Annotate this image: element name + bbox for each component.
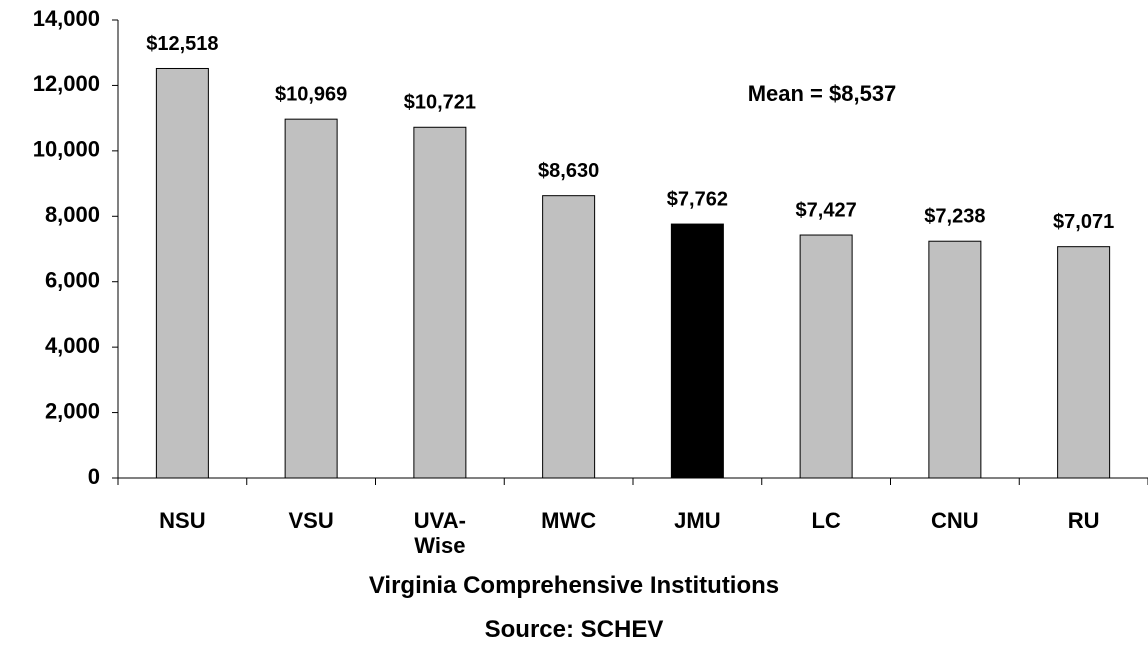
x-tick-label: VSU bbox=[288, 508, 334, 533]
data-label: $12,518 bbox=[146, 33, 218, 55]
bar bbox=[928, 240, 982, 479]
data-label: $7,071 bbox=[1053, 211, 1114, 233]
bar bbox=[799, 234, 853, 479]
y-tick-label: 0 bbox=[88, 464, 100, 489]
x-tick-label: UVA-Wise bbox=[413, 508, 466, 558]
y-tick-label: 14,000 bbox=[33, 6, 100, 31]
data-label: $7,762 bbox=[667, 188, 728, 210]
x-tick-label: NSU bbox=[159, 508, 206, 533]
bar bbox=[284, 118, 338, 479]
x-tick-label: CNU bbox=[931, 508, 979, 533]
data-label: $10,721 bbox=[404, 92, 476, 114]
bar bbox=[670, 223, 724, 479]
y-tick-label: 6,000 bbox=[45, 268, 100, 293]
bar bbox=[413, 126, 467, 479]
data-label: $8,630 bbox=[538, 160, 599, 182]
x-tick-label: RU bbox=[1067, 508, 1100, 533]
x-tick-label: LC bbox=[811, 508, 841, 533]
x-tick-label: JMU bbox=[674, 508, 721, 533]
y-tick-label: 2,000 bbox=[45, 398, 100, 423]
bar bbox=[542, 195, 596, 479]
y-tick-label: 4,000 bbox=[45, 333, 100, 358]
bar bbox=[155, 67, 209, 479]
bar bbox=[1057, 246, 1111, 479]
data-label: $7,427 bbox=[796, 199, 857, 221]
data-label: $10,969 bbox=[275, 83, 347, 105]
y-tick-label: 10,000 bbox=[33, 137, 100, 162]
annotation: Mean = $8,537 bbox=[748, 81, 897, 106]
y-tick-label: 8,000 bbox=[45, 202, 100, 227]
data-label: $7,238 bbox=[924, 205, 985, 227]
source: Source: SCHEV bbox=[484, 616, 664, 643]
y-tick-label: 12,000 bbox=[33, 71, 100, 96]
x-axis-title: Virginia Comprehensive Institutions bbox=[368, 572, 780, 599]
x-tick-label: MWC bbox=[541, 508, 597, 533]
